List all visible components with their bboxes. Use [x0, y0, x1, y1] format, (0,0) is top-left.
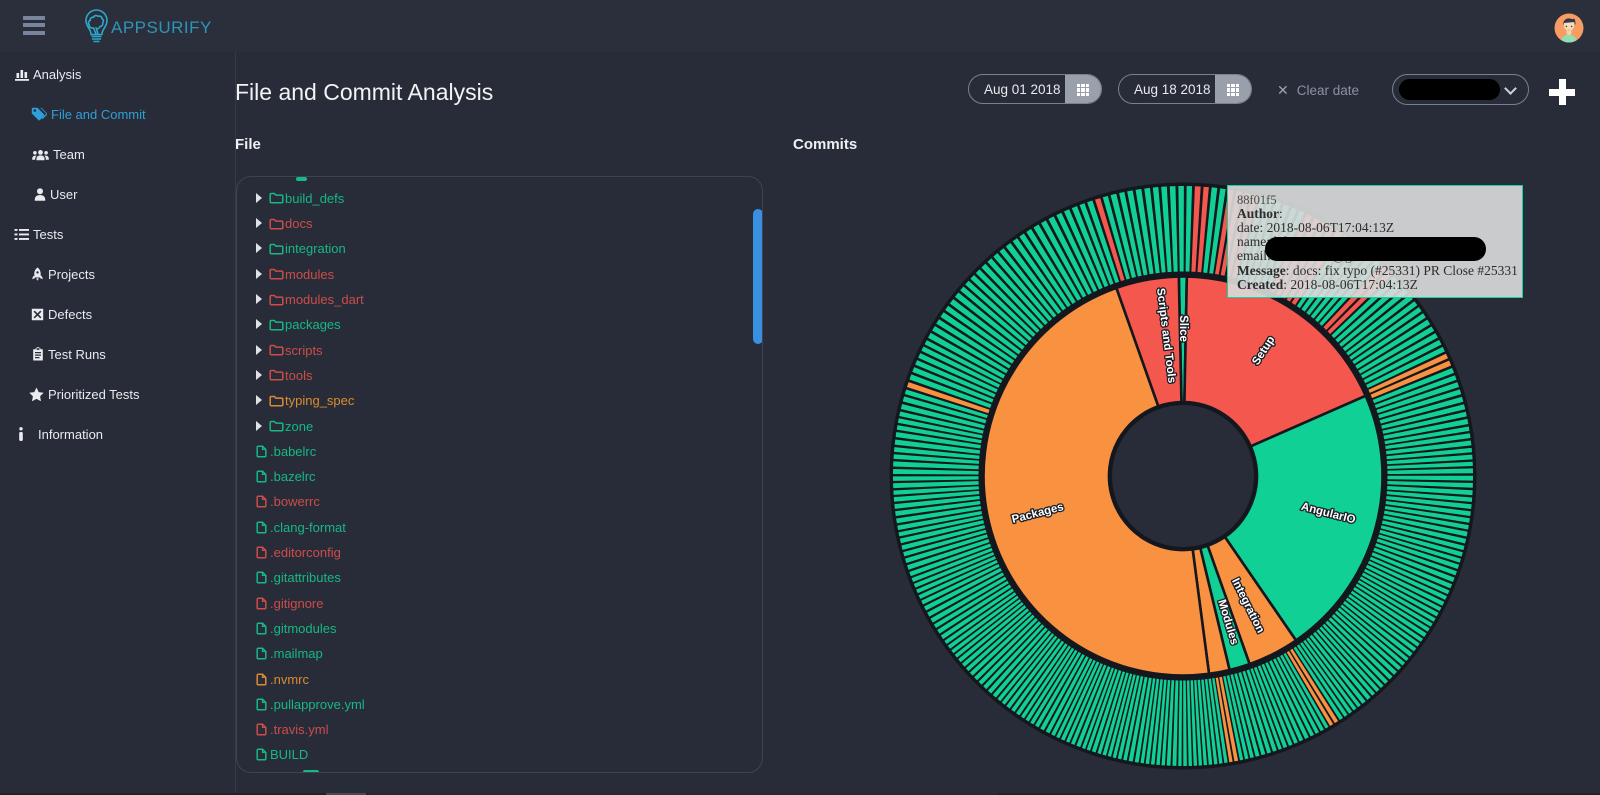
svg-text:Slice: Slice: [1177, 315, 1189, 342]
